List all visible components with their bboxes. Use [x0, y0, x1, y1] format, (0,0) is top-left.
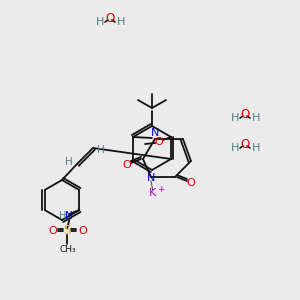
Text: N: N [151, 128, 159, 138]
Text: H: H [97, 145, 105, 155]
Text: N: N [65, 211, 73, 221]
Text: S: S [64, 224, 71, 238]
Text: O: O [48, 226, 57, 236]
Text: H: H [96, 17, 104, 27]
Text: O: O [240, 139, 250, 152]
Text: H: H [252, 113, 260, 123]
Text: O: O [240, 109, 250, 122]
Text: H: H [252, 143, 260, 153]
Text: O: O [155, 137, 164, 147]
Text: O: O [123, 160, 131, 170]
Text: CH₃: CH₃ [59, 244, 76, 253]
Text: +: + [157, 184, 165, 194]
Text: O: O [105, 13, 115, 26]
Text: H: H [231, 143, 239, 153]
Text: H: H [117, 17, 125, 27]
Text: H: H [231, 113, 239, 123]
Text: K: K [149, 188, 157, 198]
Text: H: H [58, 211, 66, 221]
Text: H: H [65, 157, 73, 167]
Text: N: N [147, 173, 155, 183]
Text: O: O [187, 178, 195, 188]
Text: O: O [78, 226, 87, 236]
